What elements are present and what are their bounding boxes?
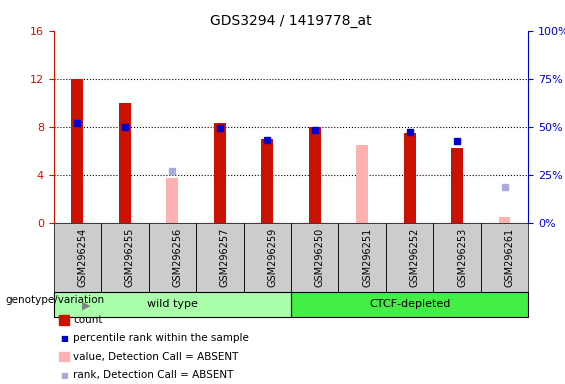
Bar	[119, 103, 131, 223]
Bar	[403, 133, 416, 223]
Bar	[356, 145, 368, 223]
Bar	[214, 123, 225, 223]
Text: GSM296250: GSM296250	[315, 228, 325, 287]
Text: GSM296253: GSM296253	[457, 228, 467, 287]
Text: rank, Detection Call = ABSENT: rank, Detection Call = ABSENT	[73, 370, 234, 380]
Text: value, Detection Call = ABSENT: value, Detection Call = ABSENT	[73, 352, 239, 362]
Text: GSM296259: GSM296259	[267, 228, 277, 287]
Bar	[166, 178, 179, 223]
Text: GSM296256: GSM296256	[172, 228, 182, 287]
Text: ■: ■	[60, 334, 68, 343]
Bar	[308, 127, 321, 223]
Bar	[261, 139, 273, 223]
Text: count: count	[73, 315, 103, 325]
Text: ▶: ▶	[82, 300, 90, 311]
Text: genotype/variation: genotype/variation	[6, 295, 105, 306]
Bar	[71, 79, 83, 223]
Text: GSM296261: GSM296261	[505, 228, 515, 287]
Text: ■: ■	[60, 371, 68, 380]
Text: GSM296254: GSM296254	[77, 228, 88, 287]
Bar	[498, 217, 511, 223]
Text: GSM296252: GSM296252	[410, 228, 420, 287]
Text: percentile rank within the sample: percentile rank within the sample	[73, 333, 249, 343]
Bar	[451, 148, 463, 223]
Text: GSM296251: GSM296251	[362, 228, 372, 287]
Text: wild type: wild type	[147, 299, 198, 310]
Title: GDS3294 / 1419778_at: GDS3294 / 1419778_at	[210, 14, 372, 28]
Text: CTCF-depleted: CTCF-depleted	[369, 299, 450, 310]
Text: GSM296255: GSM296255	[125, 228, 135, 287]
Text: GSM296257: GSM296257	[220, 228, 230, 287]
